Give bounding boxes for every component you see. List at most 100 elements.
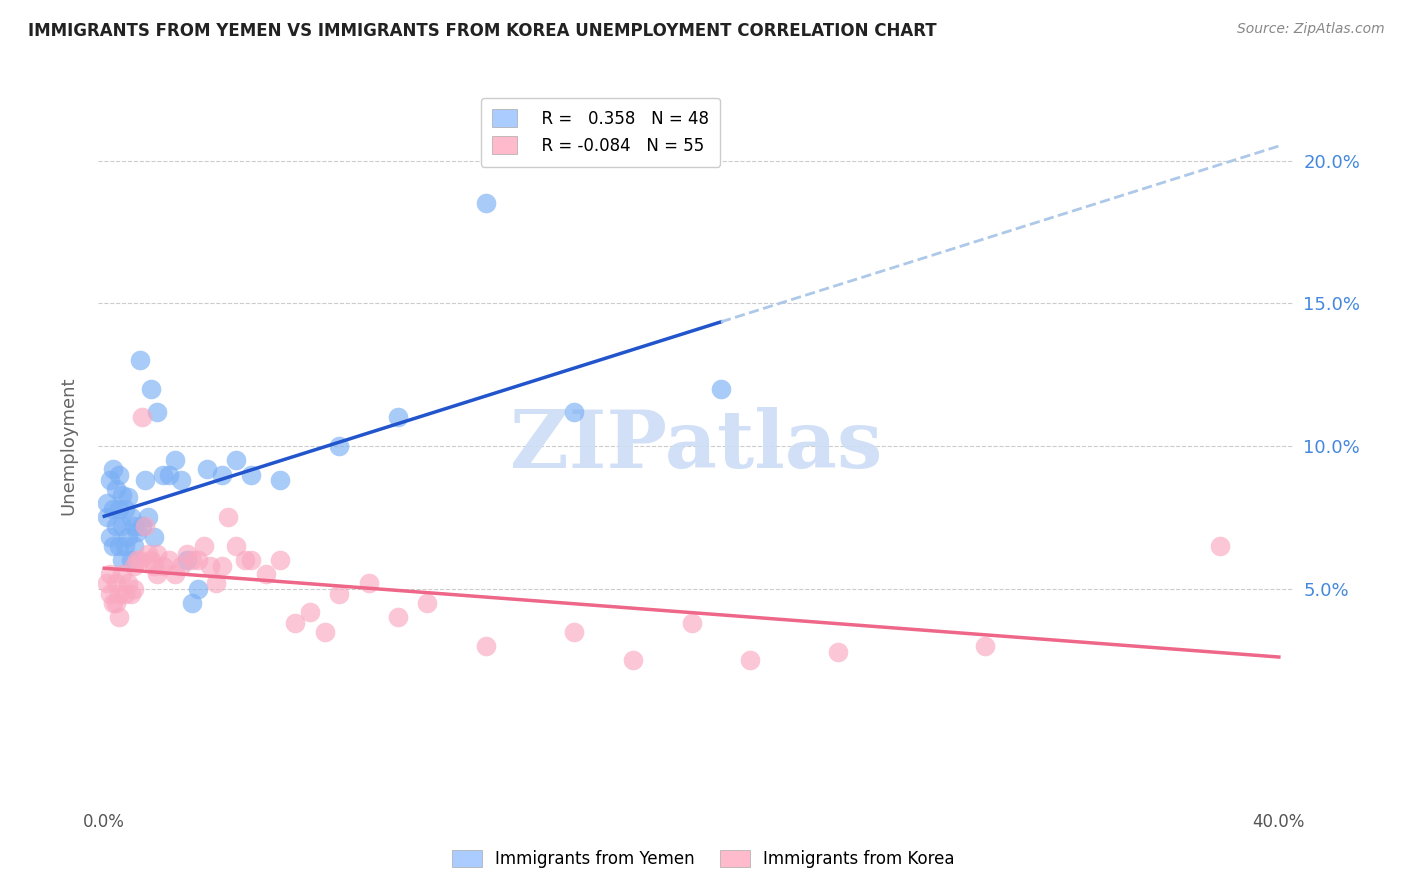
Point [111,519,134,533]
Point [254,567,277,582]
Point [169,558,191,573]
Point [152,558,174,573]
Point [98,530,121,544]
Point [298,605,321,619]
Point [357,576,380,591]
Point [211,467,233,482]
Point [181,596,204,610]
Point [198,558,221,573]
Point [143,530,166,544]
Point [96,496,118,510]
Point [141,382,163,396]
Legend: Immigrants from Yemen, Immigrants from Korea: Immigrants from Yemen, Immigrants from K… [444,843,962,875]
Point [205,576,228,591]
Point [240,467,263,482]
Point [105,519,128,533]
Point [96,576,118,591]
Point [101,539,124,553]
Point [117,491,139,505]
Point [111,553,134,567]
Point [187,553,209,567]
Point [105,576,128,591]
Point [146,567,169,582]
Point [1209,539,1232,553]
Legend:   R =   0.358   N = 48,   R = -0.084   N = 55: R = 0.358 N = 48, R = -0.084 N = 55 [481,97,720,167]
Point [387,610,409,624]
Point [128,553,150,567]
Point [233,553,256,567]
Point [114,539,136,553]
Point [105,482,128,496]
Point [176,548,198,562]
Point [187,582,209,596]
Point [475,196,498,211]
Point [134,519,156,533]
Point [225,539,247,553]
Point [108,539,131,553]
Point [120,587,142,601]
Point [740,653,762,667]
Point [114,501,136,516]
Point [328,587,350,601]
Point [163,453,186,467]
Point [681,615,703,630]
Point [157,467,180,482]
Point [125,524,148,539]
Point [314,624,336,639]
Point [827,644,849,658]
Point [98,567,121,582]
Point [387,410,409,425]
Point [621,653,644,667]
Point [163,567,186,582]
Point [195,462,218,476]
Point [108,587,131,601]
Point [101,501,124,516]
Point [240,553,263,567]
Point [98,473,121,487]
Point [176,553,198,567]
Point [157,553,180,567]
Point [122,558,145,573]
Point [138,510,160,524]
Point [105,596,128,610]
Point [141,553,163,567]
Point [108,610,131,624]
Point [120,510,142,524]
Point [211,558,233,573]
Point [152,467,174,482]
Point [146,405,169,419]
Point [96,510,118,524]
Point [125,553,148,567]
Point [562,624,585,639]
Point [328,439,350,453]
Point [122,582,145,596]
Point [122,539,145,553]
Point [181,553,204,567]
Text: ZIPatlas: ZIPatlas [510,407,882,485]
Point [138,548,160,562]
Point [122,519,145,533]
Point [131,519,153,533]
Point [217,510,239,524]
Y-axis label: Unemployment: Unemployment [59,376,77,516]
Point [193,539,215,553]
Point [98,587,121,601]
Point [108,501,131,516]
Point [131,410,153,425]
Point [169,473,191,487]
Point [225,453,247,467]
Text: Source: ZipAtlas.com: Source: ZipAtlas.com [1237,22,1385,37]
Point [475,639,498,653]
Point [143,558,166,573]
Point [111,567,134,582]
Point [710,382,733,396]
Point [108,467,131,482]
Point [269,473,291,487]
Point [128,353,150,368]
Point [114,587,136,601]
Point [120,553,142,567]
Point [269,553,291,567]
Point [974,639,997,653]
Point [111,487,134,501]
Point [101,462,124,476]
